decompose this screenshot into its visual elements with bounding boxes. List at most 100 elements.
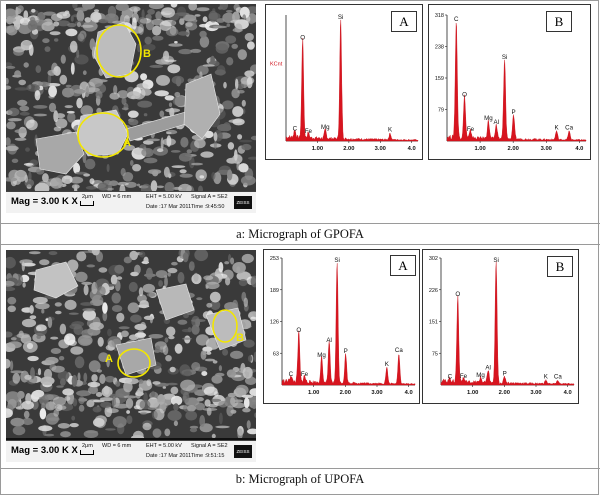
peak-label-k: K: [388, 127, 393, 134]
eds-spectrum-gpofa-a: KCnt 1.00 2.00 3.00 4.0 C O Fe Mg Si K A: [265, 4, 423, 160]
spectrum-trace: [440, 261, 575, 386]
y-axis-label: KCnt: [270, 61, 283, 67]
highlight-ellipse: [96, 24, 142, 78]
peak-label-mg: Mg: [484, 115, 493, 122]
sem-info-bar: Mag = 3.00 K X 2μm WD = 6 mm EHT = 5.00 …: [6, 191, 256, 213]
sem-micrograph-gpofa: B A Mag = 3.00 K X 2μm WD = 6 mm EHT = 5…: [6, 4, 256, 213]
caption-b: b: Micrograph of UPOFA: [235, 472, 365, 486]
caption-a: a: Micrograph of GPOFA: [236, 227, 364, 241]
x-tick-label: 1.00: [467, 390, 478, 396]
y-tick-label: 79: [438, 108, 444, 114]
peak-label-al: Al: [326, 337, 332, 344]
peak-label-p: P: [511, 109, 515, 116]
highlight-ellipse: [77, 112, 129, 158]
x-tick-label: 1.00: [312, 146, 323, 152]
peak-label-fe: Fe: [460, 373, 468, 380]
peak-label-ca: Ca: [565, 124, 573, 131]
peak-label-k: K: [554, 124, 559, 131]
peak-label-o: O: [455, 291, 460, 298]
scale-bar: [80, 201, 94, 206]
peak-label-o: O: [462, 91, 467, 98]
peak-label-fe: Fe: [301, 371, 309, 378]
peak-label-c: C: [293, 125, 298, 132]
working-distance: WD = 6 mm: [102, 194, 132, 200]
peak-label-si: Si: [334, 257, 340, 264]
zeiss-logo: ZEISS: [234, 196, 252, 209]
y-tick-label: 75: [432, 351, 438, 357]
row-divider: [0, 244, 600, 245]
peak-label-al: Al: [494, 119, 500, 126]
eds-spectrum-upofa-b: 302 226 151 75 1.00 2.00 3.00 4.0 C O Fe Mg Al Si P K Ca…: [422, 249, 579, 404]
eht: EHT = 5.00 kV: [146, 194, 182, 200]
x-tick-label: 4.0: [405, 390, 413, 396]
x-tick-label: 2.00: [343, 146, 354, 152]
y-tick-label: 302: [429, 256, 438, 262]
peak-label-o: O: [296, 327, 301, 334]
caption-divider-top: [0, 223, 600, 224]
magnification: Mag = 3.00 K X: [11, 196, 78, 207]
peak-label-p: P: [503, 371, 507, 378]
signal: Signal A = SE2: [191, 194, 228, 200]
date: Date :17 Mar 2011: [146, 453, 192, 459]
y-tick-label: 126: [270, 320, 279, 326]
y-tick-label: 226: [429, 288, 438, 294]
caption-divider-bottom: [0, 468, 600, 469]
eds-spectrum-upofa-a: 253 189 126 63 1.00 2.00 3.00 4.0 C O Fe Mg Al Si P K Ca…: [263, 249, 420, 404]
y-tick-label: 318: [435, 13, 444, 19]
x-tick-label: 1.00: [308, 390, 319, 396]
peak-label-mg: Mg: [476, 372, 485, 379]
x-tick-label: 2.00: [340, 390, 351, 396]
panel-label: A: [390, 255, 416, 276]
signal: Signal A = SE2: [191, 443, 228, 449]
time: Time :9:45:50: [191, 204, 225, 210]
peak-label-c: C: [448, 374, 453, 381]
spectrum-trace: [281, 263, 416, 386]
peak-label-fe: Fe: [305, 128, 313, 135]
scale-label: 2μm: [82, 443, 93, 449]
peak-label-mg: Mg: [317, 352, 326, 359]
region-label-a: A: [105, 353, 113, 365]
peak-label-ca: Ca: [554, 374, 562, 381]
x-tick-label: 3.00: [371, 390, 382, 396]
x-tick-label: 1.00: [474, 146, 485, 152]
scale-bar: [80, 450, 94, 455]
sem-micrograph-upofa: A B Mag = 3.00 K X 2μm WD = 6 mm EHT = 5…: [6, 250, 256, 462]
peak-label-al: Al: [485, 364, 491, 371]
peak-label-p: P: [344, 348, 348, 355]
panel-label: A: [391, 11, 417, 32]
highlight-ellipse: [117, 348, 151, 378]
x-tick-label: 3.00: [530, 390, 541, 396]
zeiss-logo: ZEISS: [234, 445, 252, 458]
peak-label-si: Si: [493, 257, 499, 264]
spectrum-trace: [285, 19, 419, 142]
region-label-a: A: [123, 137, 131, 149]
x-tick-label: 4.0: [408, 146, 416, 152]
y-tick-label: 151: [429, 320, 438, 326]
x-tick-label: 4.0: [564, 390, 572, 396]
spectrum-trace: [446, 23, 587, 142]
peak-label-ca: Ca: [395, 347, 403, 354]
peak-label-c: C: [289, 371, 294, 378]
x-tick-label: 3.00: [541, 146, 552, 152]
panel-label: B: [547, 256, 573, 277]
y-tick-label: 63: [273, 351, 279, 357]
peak-label-fe: Fe: [467, 126, 475, 133]
eds-spectrum-gpofa-b: 318 238 159 79 1.00 2.00 3.00 4.0 C O Fe Mg Al Si P K Ca…: [428, 4, 591, 160]
peak-label-k: K: [385, 361, 390, 368]
magnification: Mag = 3.00 K X: [11, 445, 78, 456]
scale-label: 2μm: [82, 194, 93, 200]
x-tick-label: 3.00: [375, 146, 386, 152]
peak-label-k: K: [544, 374, 549, 381]
y-tick-label: 238: [435, 45, 444, 51]
x-tick-label: 4.0: [575, 146, 583, 152]
y-tick-label: 189: [270, 288, 279, 294]
peak-label-c: C: [454, 16, 459, 23]
x-tick-label: 2.00: [499, 390, 510, 396]
region-label-b: B: [236, 332, 244, 344]
spectrum-plot: KCnt 1.00 2.00 3.00 4.0 C O Fe Mg Si K: [270, 14, 419, 152]
peak-label-mg: Mg: [321, 124, 330, 131]
x-tick-label: 2.00: [508, 146, 519, 152]
time: Time :9:51:15: [191, 453, 225, 459]
